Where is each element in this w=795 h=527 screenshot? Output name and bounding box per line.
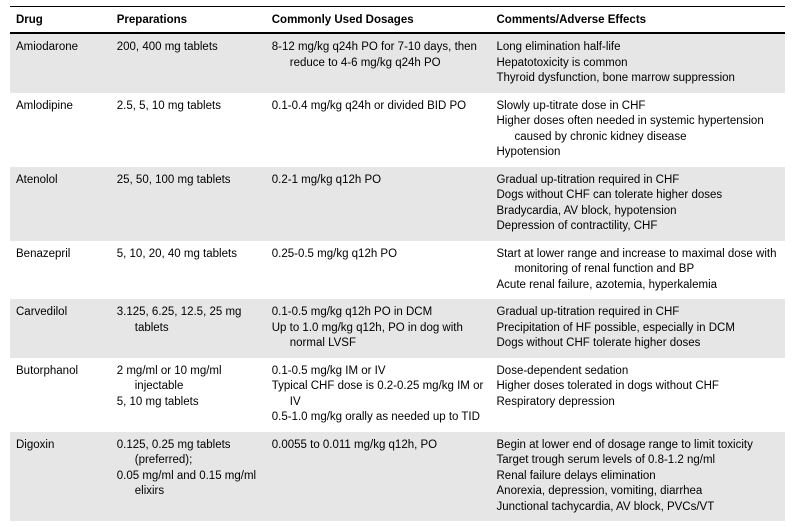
header-drug: Drug (10, 10, 111, 33)
table-header-row: Drug Preparations Commonly Used Dosages … (10, 10, 785, 33)
cell-comm-line: Depression of contractility, CHF (497, 219, 780, 235)
cell-dose-line: 0.0055 to 0.011 mg/kg q12h, PO (272, 438, 485, 454)
cell-comm-line: Hypotension (497, 145, 780, 161)
cell-dose: 0.1-0.4 mg/kg q24h or divided BID PO (266, 93, 491, 167)
cell-drug: Amlodipine (10, 93, 111, 167)
cell-comm-line: Thyroid dysfunction, bone marrow suppres… (497, 71, 780, 87)
cell-dose-line: 0.1-0.4 mg/kg q24h or divided BID PO (272, 99, 485, 115)
cell-comm-line: Anorexia, depression, vomiting, diarrhea (497, 484, 780, 500)
cell-drug: Butorphanol (10, 358, 111, 432)
table-row: Benazepril 5, 10, 20, 40 mg tablets 0.25-0… (10, 241, 785, 300)
cell-comm-line: Bradycardia, AV block, hypotension (497, 204, 780, 220)
cell-comm-line: Higher doses tolerated in dogs without C… (497, 379, 780, 395)
cell-prep-line: 0.05 mg/ml and 0.15 mg/ml elixirs (117, 469, 260, 500)
cell-dose-line: 0.1-0.5 mg/kg q12h PO in DCM (272, 305, 485, 321)
cell-comm-line: Dogs without CHF can tolerate higher dos… (497, 188, 780, 204)
cell-prep-line: 2 mg/ml or 10 mg/ml injectable (117, 364, 260, 395)
table-top-rule (10, 6, 785, 7)
cell-dose: 0.25-0.5 mg/kg q12h PO (266, 241, 491, 300)
cell-prep: 2 mg/ml or 10 mg/ml injectable5, 10 mg t… (111, 358, 266, 432)
table-row: Amiodarone 200, 400 mg tablets 8-12 mg/kg … (10, 33, 785, 93)
cell-prep: 3.125, 6.25, 12.5, 25 mg tablets (111, 299, 266, 358)
cell-dose-line: 0.25-0.5 mg/kg q12h PO (272, 247, 485, 263)
header-dose: Commonly Used Dosages (266, 10, 491, 33)
cell-comm-line: Renal failure delays elimination (497, 469, 780, 485)
cell-comm-line: Gradual up-titration required in CHF (497, 173, 780, 189)
header-comm: Comments/Adverse Effects (491, 10, 786, 33)
cell-dose-line: 0.2-1 mg/kg q12h PO (272, 173, 485, 189)
cell-dose: 0.1-0.5 mg/kg q12h PO in DCMUp to 1.0 mg… (266, 299, 491, 358)
cell-comm-line: Start at lower range and increase to max… (497, 247, 780, 278)
cell-dose-line: Up to 1.0 mg/kg q12h, PO in dog with nor… (272, 321, 485, 352)
cell-prep: 0.125, 0.25 mg tablets (preferred);0.05 … (111, 432, 266, 522)
cell-prep: 5, 10, 20, 40 mg tablets (111, 241, 266, 300)
cell-comm-line: Hepatotoxicity is common (497, 56, 780, 72)
cell-prep-line: 5, 10 mg tablets (117, 395, 260, 411)
cell-prep: 2.5, 5, 10 mg tablets (111, 93, 266, 167)
table-row: Carvedilol3.125, 6.25, 12.5, 25 mg table… (10, 299, 785, 358)
cell-dose: 0.1-0.5 mg/kg IM or IVTypical CHF dose i… (266, 358, 491, 432)
table-body: Amiodarone 200, 400 mg tablets 8-12 mg/kg … (10, 33, 785, 521)
cell-dose-line: 0.5-1.0 mg/kg orally as needed up to TID (272, 410, 485, 426)
cell-comm: Gradual up-titration required in CHFPrec… (491, 299, 786, 358)
cell-drug: Carvedilol (10, 299, 111, 358)
cell-comm: Long elimination half-lifeHepatotoxicity… (491, 33, 786, 93)
cell-comm: Gradual up-titration required in CHFDogs… (491, 167, 786, 241)
cell-comm-line: Long elimination half-life (497, 40, 780, 56)
cell-drug: Atenolol (10, 167, 111, 241)
cell-comm: Begin at lower end of dosage range to li… (491, 432, 786, 522)
cell-drug: Amiodarone (10, 33, 111, 93)
cell-comm-line: Respiratory depression (497, 395, 780, 411)
table-row: Atenolol 25, 50, 100 mg tablets 0.2-1 mg/k… (10, 167, 785, 241)
table-row: Butorphanol2 mg/ml or 10 mg/ml injectabl… (10, 358, 785, 432)
cell-comm-line: Dose-dependent sedation (497, 364, 780, 380)
header-prep: Preparations (111, 10, 266, 33)
cell-dose-line: Typical CHF dose is 0.2-0.25 mg/kg IM or… (272, 379, 485, 410)
cell-prep: 200, 400 mg tablets (111, 33, 266, 93)
cell-comm-line: Precipitation of HF possible, especially… (497, 321, 780, 337)
cell-dose: 8-12 mg/kg q24h PO for 7-10 days, then r… (266, 33, 491, 93)
cell-comm-line: Gradual up-titration required in CHF (497, 305, 780, 321)
cell-comm: Start at lower range and increase to max… (491, 241, 786, 300)
cell-prep-line: 5, 10, 20, 40 mg tablets (117, 247, 260, 263)
cell-comm-line: Target trough serum levels of 0.8-1.2 ng… (497, 453, 780, 469)
cell-comm-line: Dogs without CHF tolerate higher doses (497, 336, 780, 352)
cell-drug: Benazepril (10, 241, 111, 300)
cell-prep-line: 2.5, 5, 10 mg tablets (117, 99, 260, 115)
cell-comm-line: Junctional tachycardia, AV block, PVCs/V… (497, 500, 780, 516)
cell-drug: Digoxin (10, 432, 111, 522)
table-row: Digoxin0.125, 0.25 mg tablets (preferred… (10, 432, 785, 522)
cell-dose: 0.0055 to 0.011 mg/kg q12h, PO (266, 432, 491, 522)
table-row: Amlodipine 2.5, 5, 10 mg tablets 0.1-0.4 m… (10, 93, 785, 167)
cell-dose-line: 8-12 mg/kg q24h PO for 7-10 days, then r… (272, 40, 485, 71)
cell-prep-line: 200, 400 mg tablets (117, 40, 260, 56)
cell-comm: Slowly up-titrate dose in CHFHigher dose… (491, 93, 786, 167)
cell-dose: 0.2-1 mg/kg q12h PO (266, 167, 491, 241)
cell-prep-line: 25, 50, 100 mg tablets (117, 173, 260, 189)
cell-comm-line: Slowly up-titrate dose in CHF (497, 99, 780, 115)
cell-comm: Dose-dependent sedationHigher doses tole… (491, 358, 786, 432)
drug-table: Drug Preparations Commonly Used Dosages … (10, 10, 785, 521)
cell-prep-line: 3.125, 6.25, 12.5, 25 mg tablets (117, 305, 260, 336)
cell-comm-line: Higher doses often needed in systemic hy… (497, 114, 780, 145)
cell-dose-line: 0.1-0.5 mg/kg IM or IV (272, 364, 485, 380)
cell-prep-line: 0.125, 0.25 mg tablets (preferred); (117, 438, 260, 469)
cell-prep: 25, 50, 100 mg tablets (111, 167, 266, 241)
cell-comm-line: Acute renal failure, azotemia, hyperkale… (497, 278, 780, 294)
cell-comm-line: Begin at lower end of dosage range to li… (497, 438, 780, 454)
